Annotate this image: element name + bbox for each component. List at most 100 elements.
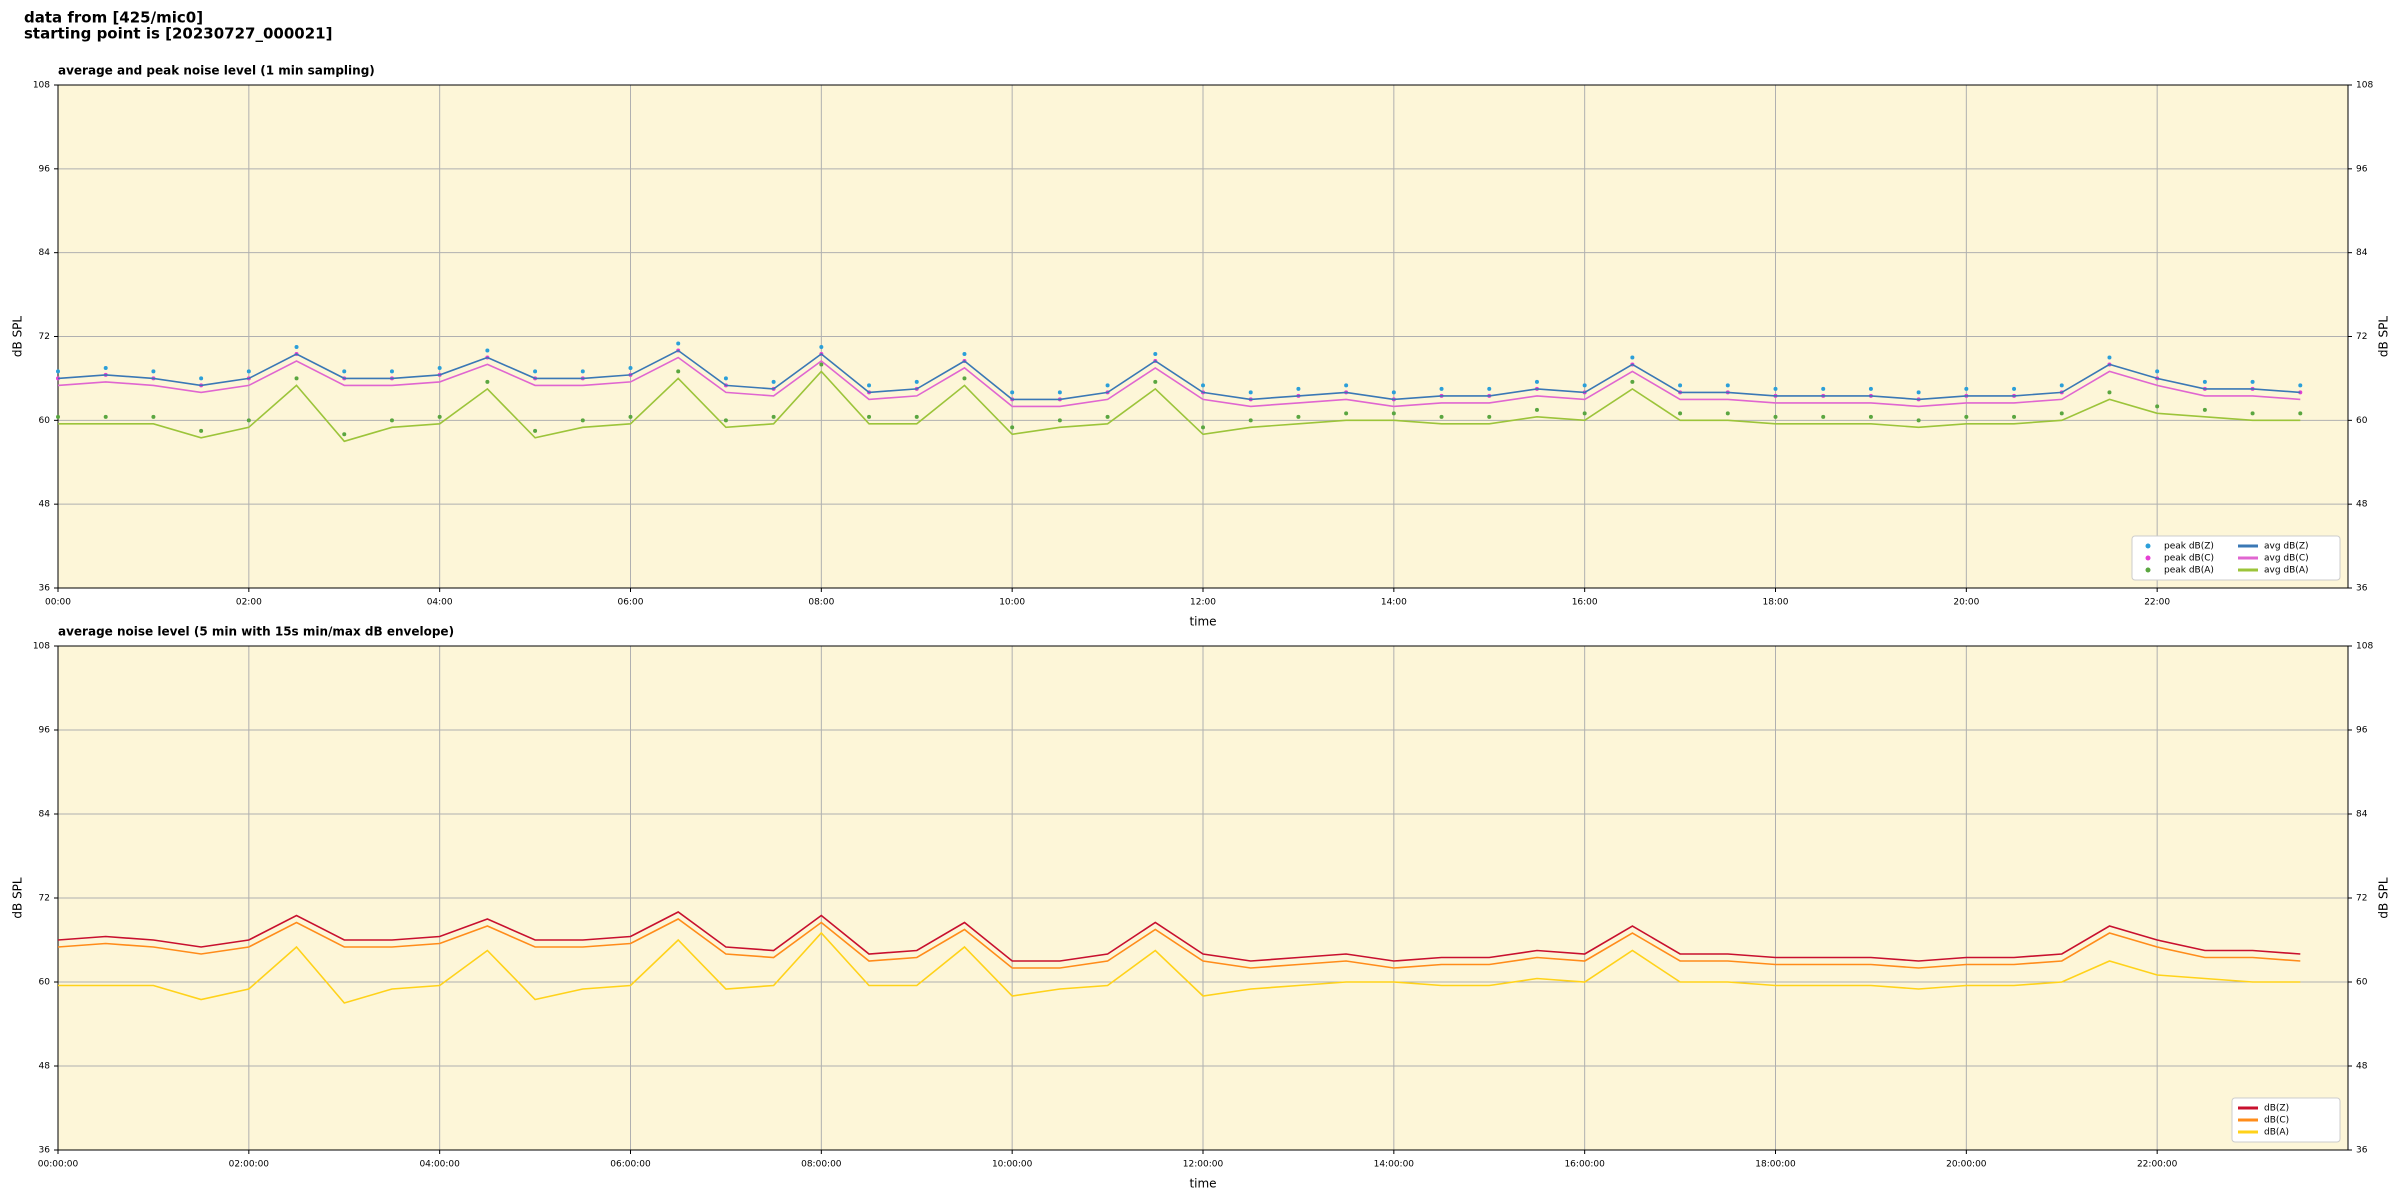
peak-dot [342, 432, 347, 437]
y2-axis-label: dB SPL [2377, 877, 2391, 919]
peak-dot [1868, 414, 1873, 419]
peak-dot [437, 365, 442, 370]
legend-swatch [2145, 543, 2151, 549]
peak-dot [1821, 414, 1826, 419]
peak-dot [723, 376, 728, 381]
peak-dot [628, 414, 633, 419]
y2-tick-label: 108 [2356, 81, 2373, 91]
peak-dot [580, 369, 585, 374]
legend-label: dB(Z) [2264, 1104, 2289, 1114]
x-tick-label: 20:00 [1953, 598, 1979, 608]
y-tick-label: 108 [33, 81, 50, 91]
y-tick-label: 96 [39, 164, 51, 174]
peak-dot [1964, 414, 1969, 419]
x-axis-label: time [1189, 1177, 1216, 1191]
peak-dot [962, 351, 967, 356]
peak-dot [2155, 404, 2160, 409]
peak-dot [151, 369, 156, 374]
y2-tick-label: 108 [2356, 642, 2373, 652]
x-tick-label: 18:00:00 [1755, 1160, 1796, 1170]
peak-dot [2059, 411, 2064, 416]
peak-dot [389, 369, 394, 374]
y2-axis-label: dB SPL [2377, 316, 2391, 358]
x-tick-label: 12:00:00 [1183, 1160, 1224, 1170]
y-tick-label: 108 [33, 642, 50, 652]
y2-tick-label: 96 [2356, 164, 2368, 174]
peak-dot [2059, 383, 2064, 388]
x-tick-label: 06:00 [618, 598, 644, 608]
x-tick-label: 00:00 [45, 598, 71, 608]
peak-dot [1391, 390, 1396, 395]
peak-dot [1487, 414, 1492, 419]
peak-dot [867, 383, 872, 388]
peak-dot [2107, 390, 2112, 395]
peak-dot [723, 418, 728, 423]
peak-dot [2012, 386, 2017, 391]
peak-dot [1916, 390, 1921, 395]
x-tick-label: 16:00 [1572, 598, 1598, 608]
peak-dot [485, 348, 490, 353]
series-line [57, 911, 2301, 962]
peak-dot [1057, 390, 1062, 395]
x-tick-label: 08:00:00 [801, 1160, 842, 1170]
x-tick-label: 10:00 [999, 598, 1025, 608]
x-tick-label: 08:00 [808, 598, 834, 608]
peak-dot [1010, 425, 1015, 430]
peak-dot [771, 414, 776, 419]
peak-dot [819, 362, 824, 367]
peak-dot [1153, 379, 1158, 384]
peak-dot [103, 414, 108, 419]
peak-dot [1153, 351, 1158, 356]
legend-label: peak dB(A) [2164, 566, 2214, 576]
series-line [57, 349, 2301, 401]
y-axis-label: dB SPL [11, 877, 25, 919]
peak-dot [1821, 386, 1826, 391]
y-tick-label: 96 [39, 726, 51, 736]
peak-dot [1248, 418, 1253, 423]
peak-dot [867, 414, 872, 419]
peak-dot [771, 379, 776, 384]
peak-dot [437, 414, 442, 419]
legend-label: dB(A) [2264, 1128, 2289, 1138]
y2-tick-label: 84 [2356, 810, 2368, 820]
y2-tick-label: 96 [2356, 726, 2368, 736]
axes-frame [57, 84, 2349, 589]
series-line [58, 370, 2301, 443]
y-tick-label: 48 [39, 500, 51, 510]
peak-dot [1630, 379, 1635, 384]
x-tick-label: 14:00:00 [1374, 1160, 1415, 1170]
peak-dot [294, 344, 299, 349]
x-tick-label: 00:00:00 [38, 1160, 79, 1170]
peak-dot [1773, 414, 1778, 419]
peak-dot [1534, 407, 1539, 412]
y-tick-label: 36 [39, 1146, 51, 1156]
peak-dot [199, 428, 204, 433]
y-tick-label: 60 [39, 416, 51, 426]
peak-dot [1201, 425, 1205, 430]
legend-swatch [2145, 567, 2151, 573]
peak-dot [2250, 379, 2255, 384]
peak-dot [2012, 414, 2017, 419]
y-axis-label: dB SPL [11, 316, 25, 358]
peak-dot [1678, 411, 1683, 416]
legend-label: peak dB(Z) [2164, 542, 2214, 552]
x-tick-label: 02:00:00 [229, 1160, 270, 1170]
peak-dot [533, 428, 538, 433]
x-tick-label: 22:00:00 [2137, 1160, 2178, 1170]
peak-dot [1201, 383, 1205, 388]
x-tick-label: 20:00:00 [1946, 1160, 1987, 1170]
peak-dot [246, 369, 251, 374]
y-tick-label: 60 [39, 978, 51, 988]
peak-dot [1344, 383, 1349, 388]
x-tick-label: 06:00:00 [610, 1160, 651, 1170]
legend-box [2231, 1097, 2341, 1143]
peak-dot [1296, 386, 1301, 391]
peak-dot [676, 341, 681, 346]
series-line [57, 918, 2301, 969]
legend-swatch [2145, 555, 2151, 561]
x-tick-label: 10:00:00 [992, 1160, 1033, 1170]
y-tick-label: 48 [39, 1062, 51, 1072]
legend-label: avg dB(A) [2264, 566, 2308, 576]
